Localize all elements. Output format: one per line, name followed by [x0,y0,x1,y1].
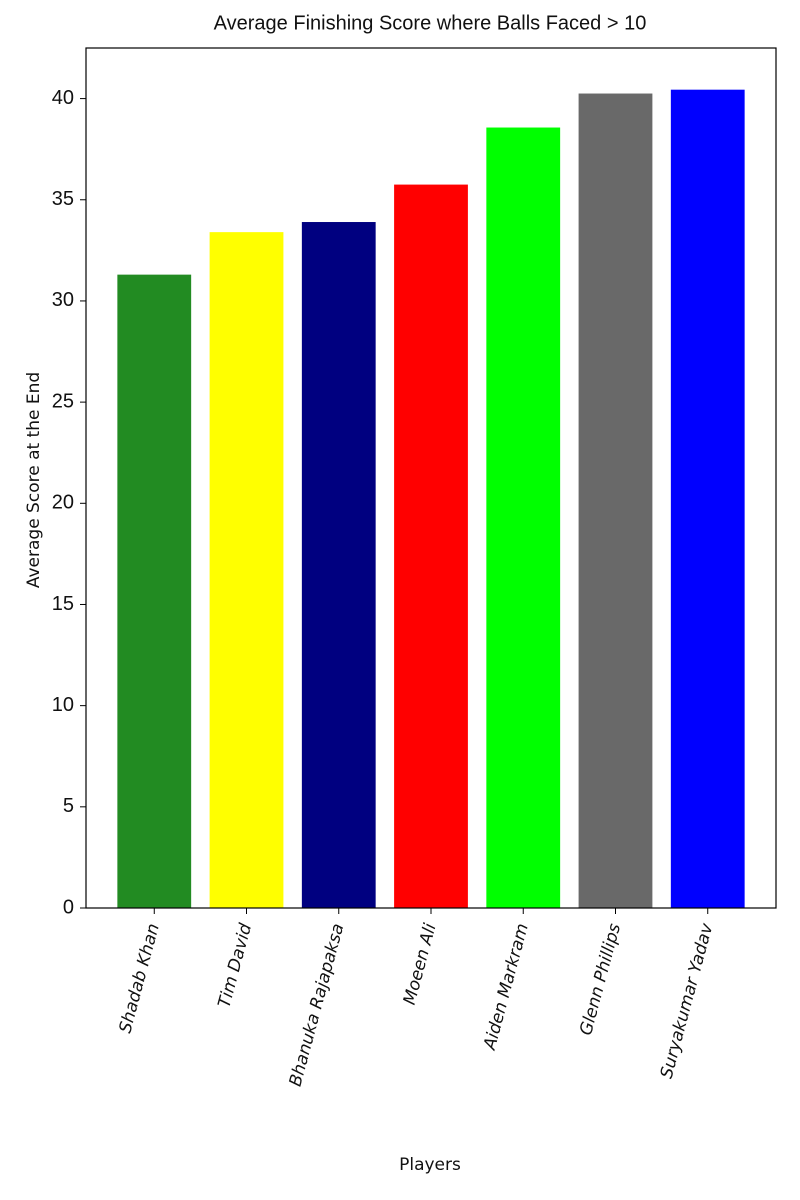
bar [670,89,745,909]
y-tick-label: 15 [52,593,74,615]
y-tick-label: 10 [52,694,74,716]
y-axis-label: Average Score at the End [24,372,44,588]
y-tick-label: 25 [52,390,74,412]
bar [301,222,376,908]
bar [209,232,284,908]
y-tick-label: 5 [63,795,74,817]
x-tick-label: Shadab Khan [115,921,163,1035]
y-tick-label: 0 [63,896,74,918]
y-tick-label: 35 [52,188,74,210]
y-tick-label: 20 [52,492,74,514]
y-tick-label: 30 [52,289,74,311]
bar [394,184,468,908]
x-tick-label: Aiden Markram [480,921,533,1052]
chart-title: Average Finishing Score where Balls Face… [214,12,647,34]
bar [117,274,192,909]
bar [486,127,561,908]
bar [578,93,653,908]
x-tick-label: Moeen Ali [400,921,441,1007]
plot-frame [85,47,777,909]
y-tick-label: 40 [52,87,74,109]
x-tick-label: Bhanuka Rajapaksa [286,921,349,1088]
x-tick-label: Glenn Phillips [576,921,625,1037]
x-tick-label: Tim David [215,921,257,1010]
x-tick-label: Suryakumar Yadav [657,921,718,1081]
x-axis-label: Players [399,1155,461,1175]
